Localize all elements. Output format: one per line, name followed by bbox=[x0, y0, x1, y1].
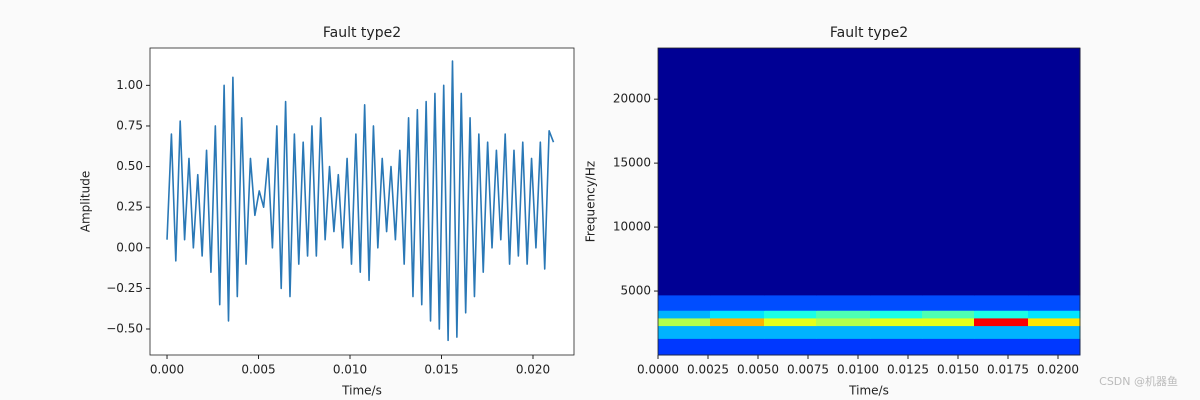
heat-cell bbox=[922, 317, 975, 327]
x-tick-label: 0.0100 bbox=[837, 363, 879, 377]
signal-line bbox=[166, 60, 555, 342]
heat-cell bbox=[764, 310, 817, 319]
y-tick-label: −0.25 bbox=[106, 281, 143, 295]
heat-cell bbox=[816, 317, 871, 327]
chart-title: Fault type2 bbox=[323, 25, 401, 41]
heat-cell bbox=[710, 338, 765, 356]
heat-cell bbox=[1028, 325, 1081, 339]
x-tick-label: 0.005 bbox=[241, 363, 275, 377]
heat-cell bbox=[1028, 338, 1081, 356]
x-tick-label: 0.020 bbox=[516, 363, 550, 377]
axes-frame bbox=[149, 47, 575, 356]
heat-cell bbox=[974, 325, 1029, 339]
chart-title: Fault type2 bbox=[830, 25, 908, 41]
heat-cell bbox=[922, 325, 975, 339]
x-tick-label: 0.000 bbox=[150, 363, 184, 377]
heat-cell bbox=[710, 317, 765, 327]
y-tick-label: 0.75 bbox=[116, 118, 143, 132]
y-tick-label: 5000 bbox=[620, 284, 651, 298]
y-tick-label: 15000 bbox=[613, 156, 651, 170]
heat-cell bbox=[764, 325, 817, 339]
heat-cell bbox=[764, 48, 817, 296]
heat-cell bbox=[922, 338, 975, 356]
x-tick-label: 0.0175 bbox=[987, 363, 1029, 377]
heat-cell bbox=[974, 294, 1029, 311]
y-tick-label: 0.00 bbox=[116, 240, 143, 254]
heat-cell bbox=[870, 310, 923, 319]
x-tick-label: 0.0025 bbox=[687, 363, 729, 377]
x-tick-label: 0.0050 bbox=[737, 363, 779, 377]
y-tick-label: 0.50 bbox=[116, 159, 143, 173]
heat-cell bbox=[658, 48, 711, 296]
heat-cell bbox=[1028, 317, 1081, 327]
heat-cell bbox=[870, 325, 923, 339]
heat-cell bbox=[710, 325, 765, 339]
y-tick-label: 20000 bbox=[613, 92, 651, 106]
y-tick-label: −0.50 bbox=[106, 322, 143, 336]
heat-cell bbox=[870, 294, 923, 311]
heat-cell bbox=[710, 310, 765, 319]
heat-cell bbox=[658, 325, 711, 339]
x-tick-label: 0.010 bbox=[333, 363, 367, 377]
heat-cell bbox=[816, 310, 871, 319]
heat-cell bbox=[816, 325, 871, 339]
heat-cell bbox=[816, 294, 871, 311]
heat-cell bbox=[870, 48, 923, 296]
heat-cell bbox=[974, 338, 1029, 356]
x-axis-label: Time/s bbox=[341, 384, 382, 398]
heat-cell bbox=[974, 48, 1029, 296]
heat-cell bbox=[974, 317, 1029, 327]
heat-cell bbox=[764, 317, 817, 327]
heat-cell bbox=[658, 294, 711, 311]
heat-cell bbox=[922, 294, 975, 311]
x-tick-label: 0.0150 bbox=[937, 363, 979, 377]
heat-cell bbox=[816, 338, 871, 356]
heat-cell bbox=[974, 310, 1029, 319]
watermark: CSDN @机器鱼 bbox=[1099, 374, 1178, 388]
heat-cell bbox=[658, 317, 711, 327]
y-tick-label: 1.00 bbox=[116, 78, 143, 92]
heat-cell bbox=[922, 48, 975, 296]
heat-cell bbox=[658, 338, 711, 356]
heat-cell bbox=[816, 48, 871, 296]
y-tick-label: 0.25 bbox=[116, 200, 143, 214]
x-tick-label: 0.0000 bbox=[637, 363, 679, 377]
heat-cell bbox=[710, 48, 765, 296]
axes-frame bbox=[657, 47, 1081, 356]
heat-cell bbox=[870, 317, 923, 327]
heat-cell bbox=[1028, 48, 1081, 296]
heat-cell bbox=[922, 310, 975, 319]
heat-cell bbox=[710, 294, 765, 311]
heat-cell bbox=[764, 338, 817, 356]
y-axis-label: Frequency/Hz bbox=[584, 161, 598, 242]
x-tick-label: 0.0125 bbox=[887, 363, 929, 377]
heat-cell bbox=[870, 338, 923, 356]
y-axis-label: Amplitude bbox=[79, 171, 93, 233]
x-axis-label: Time/s bbox=[848, 384, 889, 398]
x-tick-label: 0.015 bbox=[424, 363, 458, 377]
x-tick-label: 0.0200 bbox=[1037, 363, 1079, 377]
y-tick-label: 10000 bbox=[613, 220, 651, 234]
heat-cell bbox=[1028, 310, 1081, 319]
heat-cell bbox=[1028, 294, 1081, 311]
heat-cell bbox=[764, 294, 817, 311]
x-tick-label: 0.0075 bbox=[787, 363, 829, 377]
heat-cell bbox=[658, 310, 711, 319]
